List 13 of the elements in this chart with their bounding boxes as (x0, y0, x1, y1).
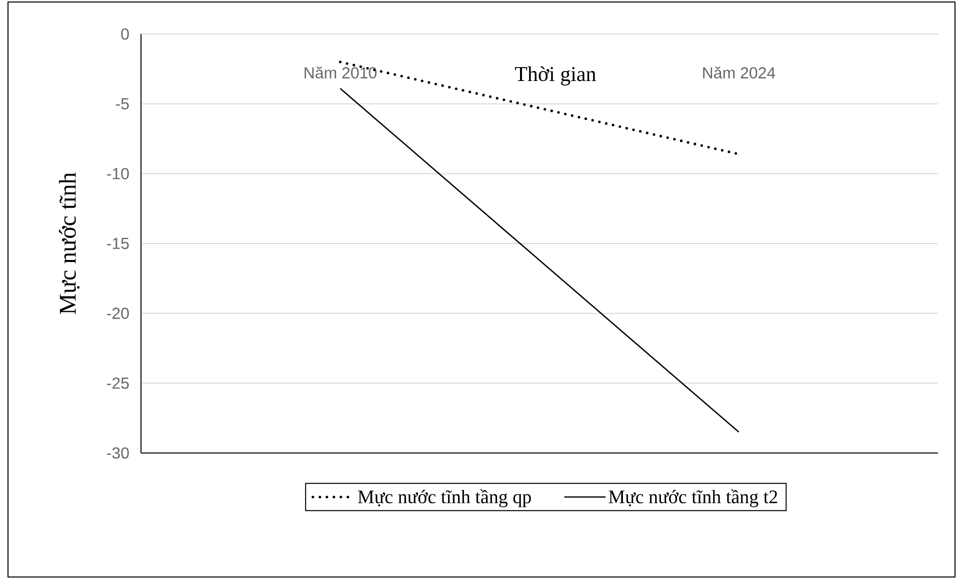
x-tick-label: Năm 2024 (703, 66, 776, 78)
y-tick-label: -30 (107, 447, 129, 459)
x-tick-label: Năm 2010 (304, 66, 377, 78)
y-tick-label: 0 (121, 28, 129, 40)
y-tick-label: -20 (107, 308, 129, 319)
y-tick-label: -15 (107, 238, 129, 250)
y-axis-title: Mực nước tĩnh (58, 172, 80, 314)
x-axis-title: Thời gian (514, 66, 596, 86)
legend-label: Mực nước tĩnh tầng qp (358, 489, 531, 508)
legend-label: Mực nước tĩnh tầng t2 (608, 489, 778, 508)
y-tick-label: -10 (107, 168, 129, 180)
y-tick-label: -5 (116, 98, 129, 110)
y-tick-label: -25 (107, 378, 129, 389)
